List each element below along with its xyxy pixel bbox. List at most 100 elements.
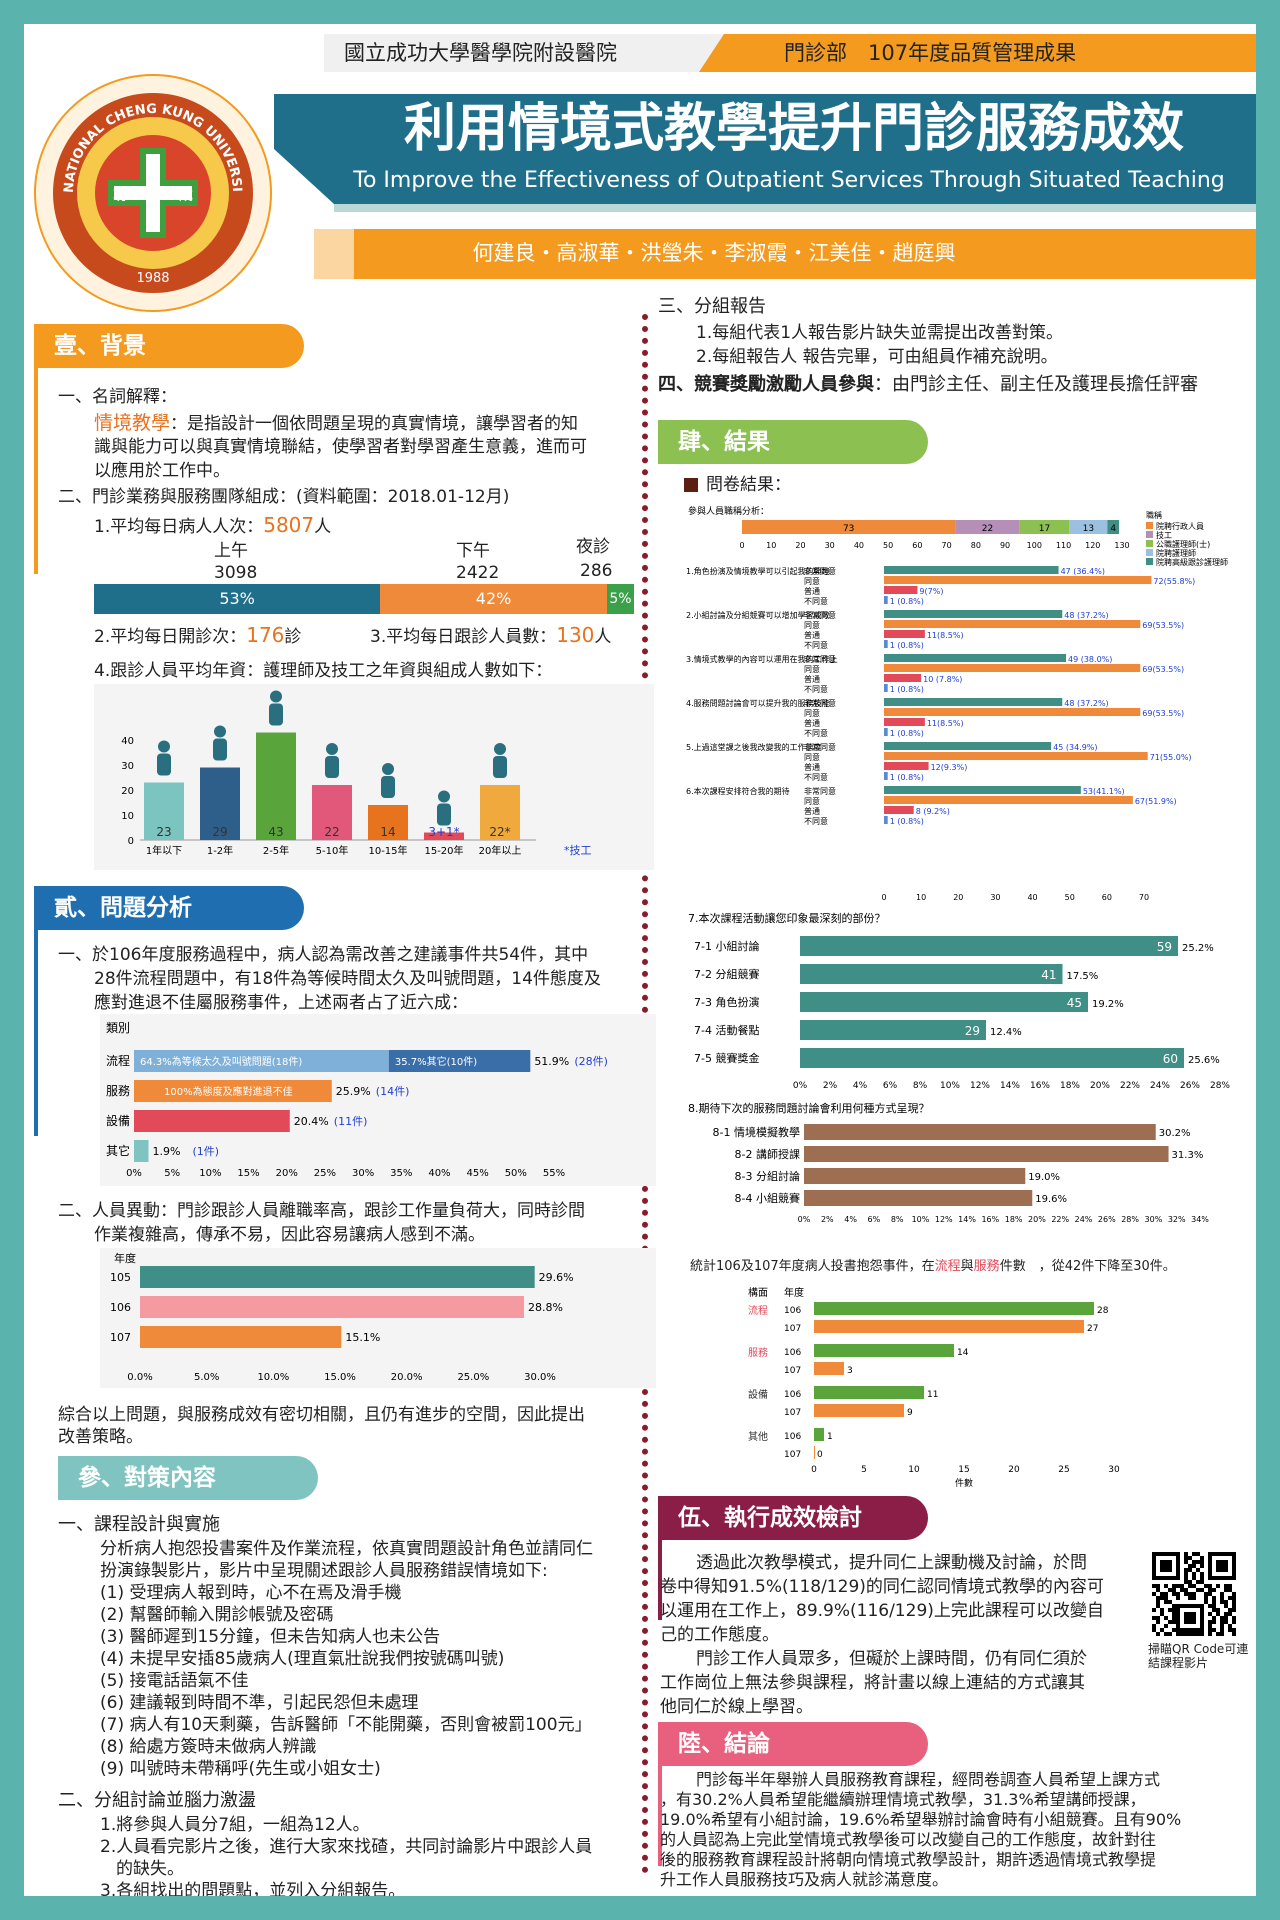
survey-value-label: 1 (0.8%) [890,597,924,606]
qr-module [1224,1600,1228,1604]
qr-module [1172,1584,1176,1588]
level-label: 普通 [804,806,820,816]
survey-bar [884,698,1063,706]
error-list: (1) 受理病人報到時，心不在焉及滑手機 (2) 幫醫師輸入開診帳號及密碼 (3… [100,1582,640,1780]
x-tick-label: 5.0% [194,1372,219,1383]
x-tick-label: 10-15年 [368,844,407,857]
seniority-chart: 0 10 20 30 40 23 1年以下 29 1-2年 43 2-5年 22 5-10年 14 10-1… [121,690,592,857]
question-label: 4.服務問題討論會可以提升我的服務技能 [686,698,830,708]
x-tick-label: 5% [164,1168,180,1179]
qr-module [1164,1600,1168,1604]
bar-value-label: 25.9% [336,1085,371,1098]
x-tick-label: 22% [1051,1215,1069,1224]
problem-text-1: 一、於106年度服務過程中，病人認為需改善之建議事件共54件，其中 [58,945,589,965]
survey-value-label: 12(9.3%) [931,763,968,772]
qr-code-icon[interactable] [1152,1552,1236,1636]
patients-value: 5807 [263,513,315,537]
qr-module [1184,1588,1188,1592]
qr-module [1160,1560,1164,1564]
qr-module [1200,1560,1204,1564]
problem-text-3: 應對進退不佳屬服務事件，上述兩者占了近六成： [94,993,468,1013]
qr-module [1168,1560,1172,1564]
report-1: 1.每組代表1人報告影片缺失並需提出改善對策。 [696,323,1064,343]
x-tick-label: 20 [795,541,805,550]
qr-module [1212,1620,1216,1624]
x-tick-label: 2% [823,1081,838,1091]
qr-module [1216,1564,1220,1568]
axis-title: 年度 [784,1286,804,1299]
x-tick-label: 12% [970,1081,990,1091]
x-tick-label: 120 [1085,541,1100,550]
qr-module [1204,1584,1208,1588]
qr-module [1200,1620,1204,1624]
award-text: ：由門診主任、副主任及護理長擔任評審 [874,374,1198,395]
qr-module [1192,1620,1196,1624]
x-tick-label: 32% [1168,1215,1186,1224]
x-tick-label: 28% [1210,1081,1230,1091]
question-label: 6.本次課程安排符合我的期待 [686,786,790,796]
qr-module [1176,1576,1180,1580]
bar [814,1404,904,1417]
review-p2c: 他同仁於線上學習。 [660,1697,813,1717]
qr-module [1184,1632,1188,1636]
bar [804,1124,1156,1140]
qr-module [1192,1552,1196,1556]
bar-count-label: 45 [1067,996,1082,1010]
qr-module [1188,1620,1192,1624]
qr-module [1196,1568,1200,1572]
qr-module [1200,1628,1204,1632]
x-tick-label: 20年以上 [479,844,522,857]
x-tick-label: 34% [1191,1215,1209,1224]
qr-module [1172,1628,1176,1632]
qr-module [1164,1596,1168,1600]
x-tick-label: 5-10年 [316,844,349,857]
qr-module [1160,1552,1164,1556]
conclusion-5: 後的服務教育課程設計將朝向情境式教學設計，期許透過情境式教學提 [660,1850,1157,1869]
accent-line-2 [34,886,38,1136]
x-tick-label: 30% [1145,1215,1163,1224]
turnover-text-1: 二、人員異動：門診跟診人員離職率高，跟診工作量負荷大，同時診間 [58,1201,585,1221]
bar [814,1446,815,1459]
section-problem-title: 貳、問題分析 [34,886,304,930]
logo-year: 1988 [136,271,169,286]
qr-caption-2: 結課程影片 [1148,1656,1209,1670]
bar [814,1344,954,1357]
qr-module [1200,1604,1204,1608]
qr-module [1192,1604,1196,1608]
level-label: 不同意 [804,772,828,782]
survey-bar [884,576,1152,584]
x-tick-label: 0% [126,1168,142,1179]
x-tick-label: 4% [853,1081,868,1091]
qr-module [1172,1592,1176,1596]
qr-module [1200,1564,1204,1568]
qr-module [1232,1564,1236,1568]
shift-am-count: 3098 [214,563,258,583]
person-icon [493,756,507,778]
qr-module [1208,1572,1212,1576]
category-label: 7-2 分組競賽 [694,967,759,981]
survey-bar [884,742,1052,750]
x-tick-label: 70 [1139,893,1149,902]
survey-bar [884,596,888,604]
qr-module [1176,1572,1180,1576]
qr-module [1184,1556,1188,1560]
patients-label: 1.平均每日病人人次： [94,517,264,537]
qr-module [1160,1596,1164,1600]
qr-module [1188,1596,1192,1600]
review-p2a: 門診工作人員眾多，但礙於上課時間，仍有同仁須於 [696,1649,1087,1669]
qr-module [1176,1596,1180,1600]
qr-module [1188,1612,1192,1616]
qr-module [1228,1628,1232,1632]
category-label: 8-1 情境模擬教學 [713,1125,800,1139]
year-label: 107 [784,1366,801,1376]
qr-module [1152,1556,1156,1560]
category-label: 流程 [106,1053,130,1068]
x-tick-label: 50 [883,541,893,550]
header-band [274,34,1256,279]
survey-value-label: 49 (38.0%) [1068,655,1112,664]
level-label: 普通 [804,586,820,596]
x-tick-label: 110 [1056,541,1071,550]
year-label: 106 [784,1390,801,1400]
level-label: 非常同意 [804,742,836,752]
summary-text-2: 改善策略。 [58,1427,143,1447]
